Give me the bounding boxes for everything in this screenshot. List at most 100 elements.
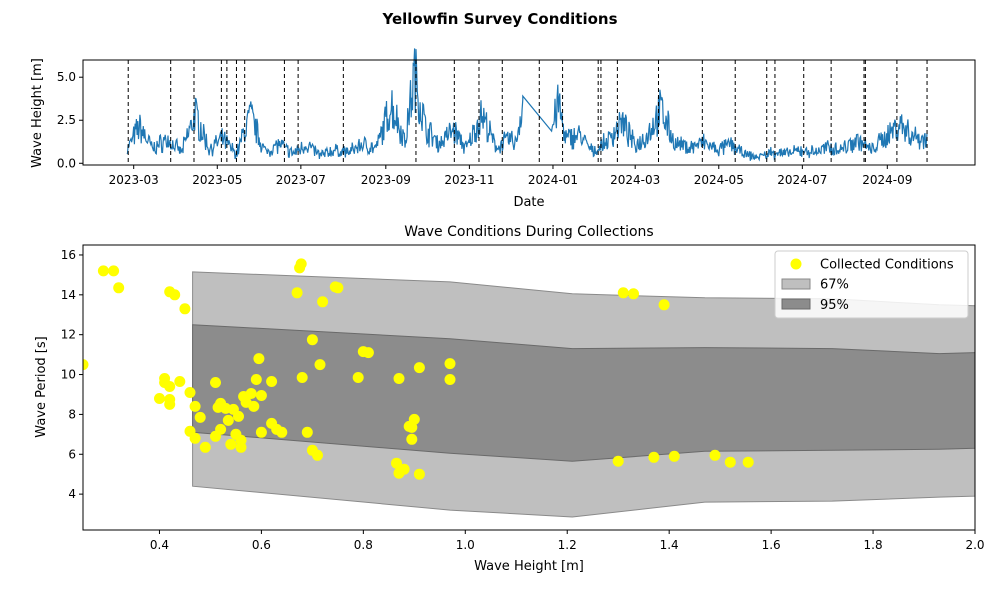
collected-condition-point: [393, 373, 405, 384]
collected-condition-point: [154, 393, 165, 404]
timeseries-y-ticks: 0.0 2.5 5.0: [57, 70, 83, 170]
collected-condition-point: [225, 438, 237, 450]
timeseries-plot-area: [126, 48, 928, 165]
x-tick-label: 2023-05: [192, 173, 242, 187]
legend-label-67: 67%: [820, 278, 849, 293]
collected-condition-point: [113, 282, 125, 294]
x-tick-label: 2024-09: [862, 173, 912, 187]
x-tick-label: 2024-07: [777, 173, 827, 187]
collected-condition-point: [362, 347, 374, 359]
collected-condition-point: [406, 433, 418, 445]
scatter-y-label: Wave Period [s]: [34, 336, 49, 437]
x-tick-label: 0.4: [150, 538, 169, 552]
y-tick-label: 16: [61, 248, 76, 262]
collected-condition-point: [97, 265, 109, 277]
collected-condition-point: [306, 334, 318, 346]
x-tick-label: 1.6: [762, 538, 781, 552]
x-tick-label: 2024-03: [610, 173, 660, 187]
collected-condition-point: [352, 372, 364, 383]
collected-condition-point: [189, 432, 201, 444]
collected-condition-point: [83, 359, 89, 371]
y-tick-label: 10: [61, 368, 76, 382]
band-inner: [192, 324, 975, 462]
collected-condition-point: [164, 381, 176, 392]
scatter-clipped-content: [83, 258, 975, 518]
collected-condition-point: [398, 463, 410, 475]
scatter-axes-frame: [82, 244, 976, 531]
collected-condition-point: [312, 449, 323, 461]
y-tick-label: 0.0: [57, 156, 76, 170]
collected-condition-point: [222, 414, 234, 426]
collected-condition-point: [413, 468, 425, 480]
collected-condition-point: [266, 376, 278, 387]
wave-height-series-line: [126, 48, 928, 162]
x-tick-label: 2023-07: [276, 173, 326, 187]
x-tick-label: 2.0: [965, 538, 984, 552]
legend-marker-collected: [790, 258, 802, 270]
collected-condition-point: [617, 287, 629, 299]
x-tick-label: 0.8: [354, 538, 373, 552]
y-tick-label: 5.0: [57, 70, 76, 84]
scatter-y-ticks: 4 6 8 10 12 14 16: [61, 248, 83, 501]
legend-label-collected: Collected Conditions: [820, 258, 954, 273]
scatter-plot-area: [83, 258, 975, 518]
collected-condition-point: [444, 374, 456, 385]
scatter-x-ticks: 0.4 0.6 0.8 1.0 1.2 1.4 1.6 1.8 2.0: [150, 530, 985, 552]
timeseries-y-label: Wave Height [m]: [30, 58, 45, 168]
timeseries-x-ticks: 2023-03 2023-05 2023-07 2023-09 2023-11 2024-…: [109, 165, 912, 187]
collected-condition-point: [248, 400, 260, 412]
collected-condition-point: [314, 359, 326, 371]
legend-frame: [774, 250, 969, 319]
y-tick-label: 6: [68, 447, 76, 461]
x-tick-label: 2023-11: [444, 173, 494, 187]
x-tick-label: 1.8: [864, 538, 883, 552]
collected-condition-point: [317, 296, 329, 308]
figure-title: Yellowfin Survey Conditions: [381, 10, 617, 28]
timeseries-panel: 2023-03 2023-05 2023-07 2023-09 2023-11 2024-…: [30, 48, 976, 210]
x-tick-label: 1.2: [558, 538, 577, 552]
collected-condition-point: [189, 400, 201, 412]
collected-condition-point: [210, 377, 221, 388]
collected-condition-point: [169, 289, 181, 301]
x-tick-label: 1.4: [660, 538, 679, 552]
collected-condition-point: [295, 258, 307, 270]
collected-condition-point: [668, 450, 680, 462]
collected-condition-point: [648, 451, 660, 463]
collected-condition-point: [194, 411, 206, 423]
x-tick-label: 2024-05: [694, 173, 744, 187]
x-tick-label: 2023-09: [361, 173, 411, 187]
legend-swatch-67: [781, 278, 811, 290]
collected-condition-point: [628, 288, 639, 300]
collected-condition-point: [658, 299, 670, 311]
collected-condition-point: [215, 423, 227, 435]
collected-condition-point: [253, 353, 265, 365]
collected-condition-point: [164, 394, 176, 405]
collected-condition-point: [408, 413, 420, 425]
scatter-panel: Wave Conditions During Collections 0.4 0.…: [34, 224, 985, 574]
y-tick-label: 8: [68, 407, 76, 421]
collected-condition-point: [742, 456, 754, 468]
y-tick-label: 2.5: [57, 113, 76, 127]
collected-condition-point: [296, 372, 308, 383]
x-tick-label: 0.6: [252, 538, 271, 552]
timeseries-x-label: Date: [513, 195, 544, 210]
scatter-x-label: Wave Height [m]: [474, 559, 584, 574]
collected-condition-point: [391, 457, 402, 469]
collected-condition-point: [255, 390, 267, 401]
collected-condition-point: [444, 358, 456, 370]
scatter-title: Wave Conditions During Collections: [404, 224, 653, 240]
legend-swatch-95: [781, 298, 811, 310]
collected-condition-point: [184, 387, 196, 398]
collected-condition-point: [199, 441, 211, 453]
collected-condition-point: [612, 455, 624, 467]
collected-condition-point: [250, 374, 262, 385]
scatter-legend: Collected Conditions 67% 95%: [774, 250, 969, 319]
collected-condition-point: [709, 449, 721, 461]
x-tick-label: 2023-03: [109, 173, 159, 187]
collected-condition-point: [174, 376, 186, 387]
x-tick-label: 1.0: [456, 538, 475, 552]
collected-condition-point: [332, 282, 344, 294]
y-tick-label: 12: [61, 328, 76, 342]
collected-condition-point: [301, 426, 313, 438]
